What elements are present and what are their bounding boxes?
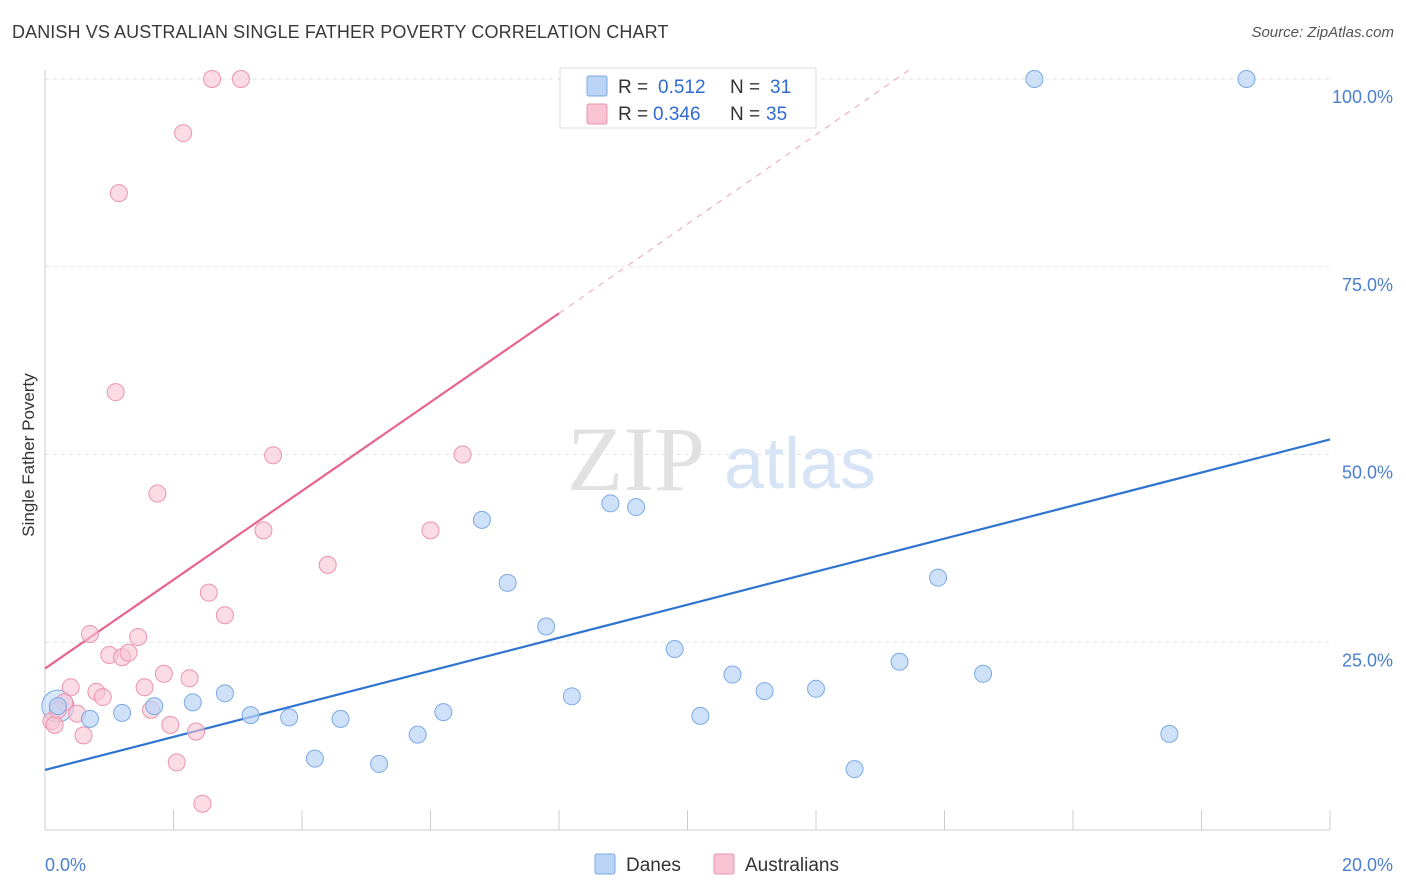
danes-point — [370, 754, 389, 773]
australians-point — [453, 445, 472, 464]
australians-trend-line — [44, 312, 560, 670]
australians-point — [106, 383, 125, 402]
danes-r-label: R = — [618, 77, 648, 98]
australians-point — [231, 70, 250, 88]
watermark-atlas: atlas — [724, 424, 876, 504]
danes-point — [183, 693, 202, 712]
australians-point — [93, 688, 112, 707]
danes-point — [755, 682, 774, 701]
danes-n-value: 31 — [770, 77, 791, 98]
y-tick-label: 100.0% — [1332, 87, 1393, 107]
danes-point — [929, 568, 948, 587]
australians-n-label: N = — [730, 104, 760, 125]
danes-point — [1160, 724, 1179, 743]
australians-point — [215, 606, 234, 625]
australians-r-label: R = — [618, 104, 648, 125]
danes-point — [80, 709, 99, 728]
australians-point — [186, 722, 205, 741]
australians-point — [180, 669, 199, 688]
x-tick-label: 20.0% — [1342, 855, 1393, 875]
australians-point — [199, 583, 218, 602]
stats-box: R = 0.512 N = 31 R = 0.346 N = 35 — [559, 67, 817, 129]
australians-n-value: 35 — [766, 104, 787, 125]
grid-lines — [45, 78, 1330, 643]
danes-point — [845, 760, 864, 779]
danes-point — [113, 703, 132, 722]
danes-point — [48, 697, 67, 716]
y-axis-label: Single Father Poverty — [19, 373, 38, 537]
australians-point — [167, 753, 186, 772]
danes-point — [723, 665, 742, 684]
danes-point — [215, 684, 234, 703]
x-tick-labels: 0.0% 20.0% — [45, 855, 1393, 875]
australians-point — [135, 678, 154, 697]
danes-point — [601, 494, 620, 513]
danes-point — [241, 706, 260, 725]
danes-point — [974, 664, 993, 683]
watermark-zip: ZIP — [567, 408, 705, 510]
australians-point — [254, 521, 273, 540]
y-tick-label: 50.0% — [1342, 463, 1393, 483]
australians-r-value: 0.346 — [653, 104, 701, 125]
x-tick-label: 0.0% — [45, 855, 86, 875]
watermark: ZIP atlas — [567, 408, 876, 510]
danes-point — [434, 703, 453, 722]
source-label: Source: ZipAtlas.com — [1251, 24, 1394, 41]
data-points — [41, 70, 1256, 813]
danes-point — [1237, 70, 1256, 88]
danes-point — [305, 749, 324, 768]
danes-point — [665, 640, 684, 659]
australians-point — [119, 643, 138, 662]
australians-point — [109, 184, 128, 203]
danes-point — [807, 679, 825, 698]
australians-stat-swatch — [586, 103, 608, 125]
danes-point — [562, 687, 581, 706]
legend-label-australians: Australians — [745, 855, 839, 876]
danes-r-value: 0.512 — [658, 77, 706, 98]
danes-point — [280, 708, 299, 727]
legend-swatch-danes — [594, 853, 616, 875]
danes-point — [890, 652, 909, 671]
y-tick-labels: 25.0% 50.0% 75.0% 100.0% — [1332, 87, 1393, 670]
danes-n-label: N = — [730, 77, 760, 98]
danes-point — [145, 697, 164, 716]
australians-point — [80, 624, 99, 643]
danes-point — [331, 709, 350, 728]
y-tick-label: 25.0% — [1342, 650, 1393, 670]
danes-point — [627, 498, 646, 517]
legend-label-danes: Danes — [626, 855, 681, 876]
australians-point — [129, 627, 148, 646]
australians-point — [193, 794, 212, 813]
australians-point — [45, 715, 64, 734]
australians-point — [318, 555, 337, 574]
australians-point — [174, 124, 193, 143]
danes-point — [1025, 70, 1044, 88]
australians-point — [421, 521, 440, 540]
danes-point — [537, 617, 556, 636]
australians-point — [154, 664, 173, 683]
australians-point — [148, 484, 167, 503]
danes-point — [691, 706, 710, 725]
chart-title: DANISH VS AUSTRALIAN SINGLE FATHER POVER… — [12, 22, 669, 42]
danes-point — [498, 573, 517, 592]
legend-swatch-australians — [713, 853, 735, 875]
australians-point — [161, 715, 180, 734]
australians-point — [203, 70, 222, 88]
australians-point — [61, 678, 80, 697]
danes-stat-swatch — [586, 75, 608, 97]
danes-point — [472, 510, 491, 529]
danes-point — [408, 725, 427, 744]
y-tick-label: 75.0% — [1342, 275, 1393, 295]
bottom-legend: Danes Australians — [594, 853, 839, 876]
australians-point — [74, 726, 93, 745]
australians-point — [264, 446, 283, 465]
